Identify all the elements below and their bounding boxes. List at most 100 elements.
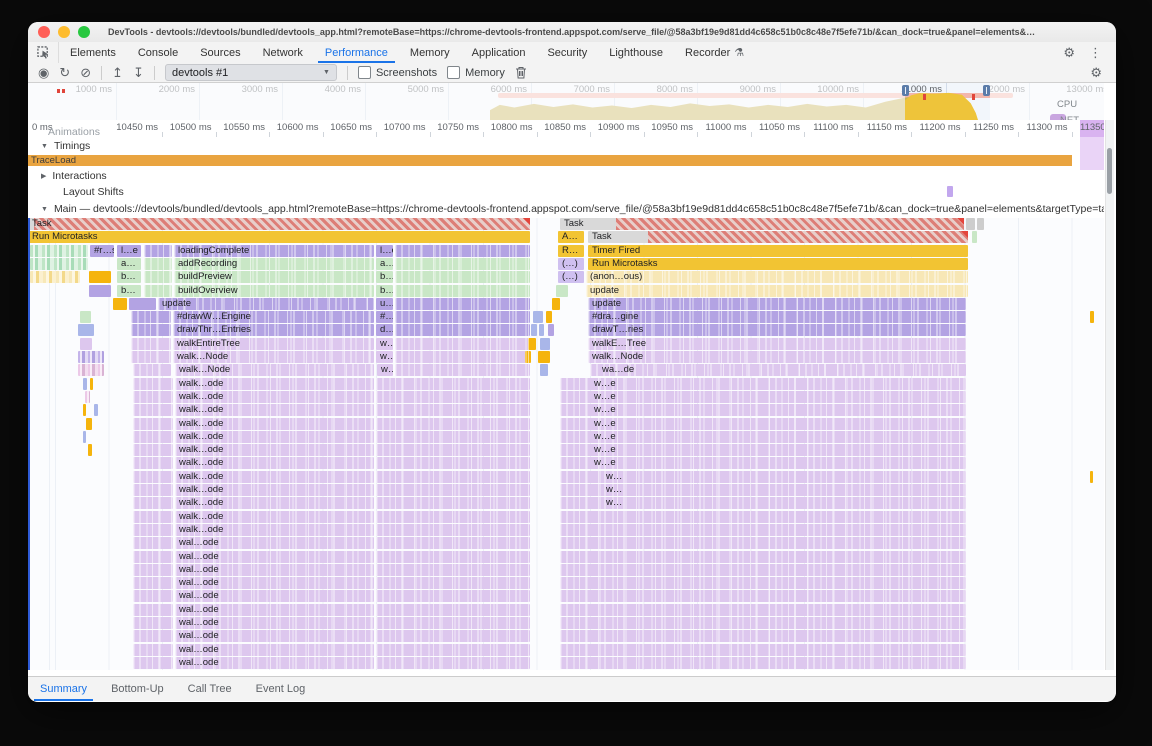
flame-bar-w[interactable]: w… — [560, 470, 966, 483]
close-button[interactable] — [38, 26, 50, 38]
flame-bar-walk-ode[interactable]: walk…ode — [175, 377, 374, 390]
flame-bar-fragment[interactable] — [133, 590, 173, 603]
flame-bar-fragment[interactable] — [533, 311, 543, 324]
flame-bar-task[interactable]: Task — [560, 218, 964, 230]
flame-bar-fragment[interactable] — [376, 603, 530, 616]
flame-bar-fragment[interactable] — [83, 430, 86, 443]
flame-bar-fragment[interactable] — [78, 324, 94, 337]
flame-bar-wa-de[interactable]: wa…de — [590, 364, 966, 377]
bottom-tab-call-tree[interactable]: Call Tree — [176, 677, 244, 701]
tab-sources[interactable]: Sources — [189, 42, 251, 63]
flame-bar-walke-tree[interactable]: walkE…Tree — [588, 337, 966, 350]
flame-bar-fragment[interactable] — [133, 390, 173, 403]
flame-bar-fragment[interactable] — [376, 550, 530, 563]
flame-bar-fragment[interactable] — [560, 510, 966, 523]
flame-bar-item[interactable]: #… — [376, 311, 393, 324]
flame-bar-fragment[interactable] — [144, 244, 172, 257]
flame-bar-l-e[interactable]: l…e — [376, 244, 393, 257]
flame-bar-fragment[interactable] — [85, 390, 90, 403]
flame-bar-fragment[interactable] — [376, 630, 530, 643]
flame-bar-fragment[interactable] — [560, 656, 966, 669]
flame-bar-fragment[interactable] — [30, 244, 88, 257]
flame-chart[interactable]: Task Task Run Microtasks A… Task #r…s l…e loadi… — [28, 218, 1104, 670]
tab-lighthouse[interactable]: Lighthouse — [598, 42, 674, 63]
flame-bar-fragment[interactable] — [546, 311, 552, 324]
flame-bar-a[interactable]: a… — [376, 257, 393, 270]
flame-bar-fragment[interactable] — [395, 244, 530, 257]
tab-elements[interactable]: Elements — [59, 42, 127, 63]
flame-bar-fragment[interactable] — [395, 297, 530, 310]
profile-select[interactable]: devtools #1 ▼ — [164, 64, 337, 81]
flame-bar-walk-ode[interactable]: walk…ode — [175, 457, 374, 470]
flame-bar-fragment[interactable] — [560, 550, 966, 563]
trash-icon[interactable] — [515, 66, 527, 79]
flame-bar-b[interactable]: b… — [376, 284, 393, 297]
selection-handle-right[interactable] — [983, 85, 990, 96]
flame-bar-fragment[interactable] — [133, 577, 173, 590]
flame-bar-w[interactable]: w… — [376, 337, 393, 350]
track-timings[interactable]: ▼ Timings — [28, 140, 1116, 152]
record-button[interactable]: ◉ — [38, 65, 50, 80]
flame-bar-fragment[interactable] — [376, 617, 530, 629]
flame-bar-fragment[interactable] — [83, 377, 87, 390]
flame-bar-fragment[interactable] — [972, 231, 977, 244]
flame-bar-fragment[interactable] — [80, 311, 91, 324]
minimize-button[interactable] — [58, 26, 70, 38]
flame-bar-r-s[interactable]: #r…s — [90, 244, 114, 257]
flame-bar-wal-ode[interactable]: wal…ode — [175, 630, 374, 643]
flame-bar-buildpreview[interactable]: buildPreview — [174, 271, 374, 284]
flame-bar-task[interactable]: Task — [588, 231, 968, 244]
tab-memory[interactable]: Memory — [399, 42, 461, 63]
flame-bar-w-e[interactable]: w…e — [560, 417, 966, 430]
flame-bar-d[interactable]: d… — [376, 324, 393, 337]
flame-bar-walk-node[interactable]: walk…Node — [588, 351, 966, 363]
flame-bar-fragment[interactable] — [133, 457, 173, 470]
zoom-button[interactable] — [78, 26, 90, 38]
flame-bar-fragment[interactable] — [78, 364, 104, 377]
flame-bar-fragment[interactable] — [376, 470, 530, 483]
flame-bar-wal-ode[interactable]: wal…ode — [175, 550, 374, 563]
flame-bar-fragment[interactable] — [113, 297, 127, 310]
flame-bar-fragment[interactable] — [552, 297, 560, 310]
flame-bar-w[interactable]: w… — [377, 364, 393, 377]
flame-bar-w-e[interactable]: w…e — [560, 377, 966, 390]
flame-bar-fragment[interactable] — [376, 523, 530, 536]
flame-bar-fragment[interactable] — [88, 444, 92, 457]
flame-bar-fragment[interactable] — [538, 351, 550, 363]
flame-bar-fragment[interactable] — [129, 297, 156, 310]
flame-bar-fragment[interactable] — [133, 630, 173, 643]
tab-network[interactable]: Network — [252, 42, 314, 63]
flame-bar-fragment[interactable] — [560, 563, 966, 576]
flame-bar-fragment[interactable] — [1090, 470, 1093, 483]
flame-bar-update[interactable]: update — [588, 297, 966, 310]
flame-bar-fragment[interactable] — [133, 364, 171, 377]
flame-bar-fragment[interactable] — [966, 218, 975, 230]
flame-bar-fragment[interactable] — [539, 324, 544, 337]
selection-handle-left[interactable] — [902, 85, 909, 96]
flame-bar-fragment[interactable] — [133, 617, 173, 629]
flame-bar-w-e[interactable]: w…e — [560, 404, 966, 417]
vertical-scrollbar[interactable] — [1105, 120, 1114, 670]
capture-settings-gear-icon[interactable]: ⚙ — [1090, 64, 1102, 80]
flame-bar-fragment[interactable] — [376, 390, 530, 403]
flame-bar-fragment[interactable] — [30, 257, 88, 270]
tab-console[interactable]: Console — [127, 42, 189, 63]
flame-bar-fragment[interactable] — [133, 510, 173, 523]
flame-bar-b[interactable]: b… — [117, 271, 141, 284]
flame-bar-fragment[interactable] — [376, 484, 530, 496]
flame-bar-fragment[interactable] — [90, 377, 93, 390]
track-main-header[interactable]: ▼ Main — devtools://devtools/bundled/devt… — [28, 203, 1104, 215]
flame-bar-fragment[interactable] — [395, 351, 530, 363]
flame-bar-walk-node[interactable]: walk…Node — [173, 351, 374, 363]
flame-bar-fragment[interactable] — [133, 550, 173, 563]
flame-bar-fragment[interactable] — [977, 218, 984, 230]
flame-bar-fragment[interactable] — [560, 577, 966, 590]
settings-gear-icon[interactable]: ⚙ — [1063, 44, 1075, 60]
flame-bar-w[interactable]: w… — [560, 484, 966, 496]
disclosure-closed-icon[interactable]: ▶ — [41, 173, 47, 180]
flame-bar-fragment[interactable] — [89, 271, 111, 284]
flame-bar-wal-ode[interactable]: wal…ode — [175, 603, 374, 616]
flame-bar-fragment[interactable] — [560, 643, 966, 656]
flame-bar-w-e[interactable]: w…e — [560, 430, 966, 443]
flame-bar-fragment[interactable] — [376, 656, 530, 669]
